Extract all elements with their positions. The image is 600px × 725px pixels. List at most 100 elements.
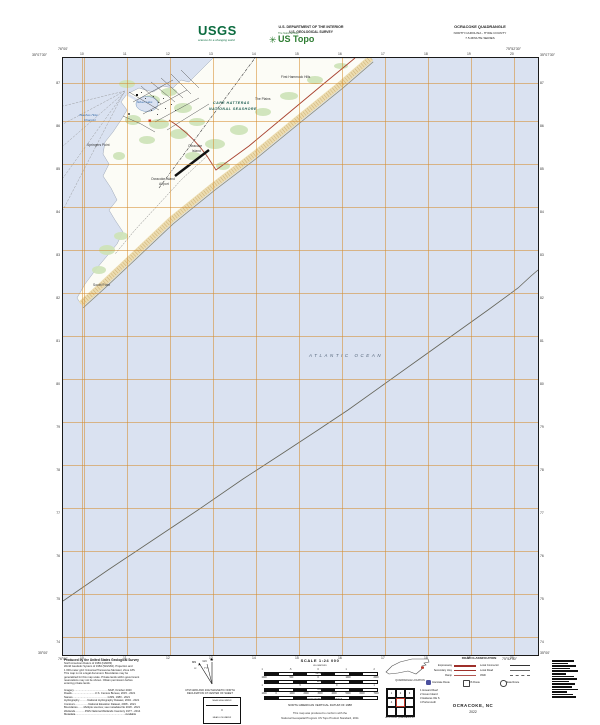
scale-bar-segment <box>335 696 349 699</box>
credit-lines: North American Datum of 1983 (NAD83) Worl… <box>64 662 192 686</box>
map-label: Airport <box>159 182 169 186</box>
scale-bars: KILOMETERS 1.5 0 1 2 METERS 1000 500 0 1000 2000 MI… <box>255 658 385 700</box>
grid-tick-right: 79 <box>540 425 544 429</box>
map-label: Ocracoke <box>188 144 203 148</box>
scale-bar-segment <box>335 672 349 675</box>
scale-bar-segment <box>363 696 377 699</box>
scale-tick-label: 0 <box>336 684 338 687</box>
declination-caption-line2: DECLINATION AT CENTER OF SHEET <box>187 692 233 696</box>
road-class-label: Local Road <box>480 669 494 672</box>
adjoining-grid-cell: 1 <box>387 689 396 698</box>
map-label: Channel <box>84 118 96 122</box>
ustopo-star-icon: ✳ <box>269 35 277 45</box>
credit-line: reservations may not be shown. Obtain pe… <box>64 679 133 683</box>
scale-tick-label: 6000 <box>359 692 365 695</box>
data-source-line: Names...................................… <box>64 695 131 699</box>
road-class-label: Expressway <box>438 664 452 667</box>
map-name: OCRACOKE, NC <box>452 703 494 708</box>
map-label: The Plains <box>255 97 271 101</box>
data-source-line: Wetlands.............FWS National Wetlan… <box>64 709 141 713</box>
barcode-bar <box>552 667 570 670</box>
quad-location-marker <box>421 666 424 669</box>
route-shield: US Route <box>463 680 499 687</box>
tide-top-label: MEAN HIGH WATER <box>212 700 232 702</box>
adjoining-quad-item: 2 Green Island <box>420 692 438 696</box>
road-class-label: Secondary Hwy <box>433 669 452 672</box>
dept-survey-line: U.S. GEOLOGICAL SURVEY <box>289 30 333 35</box>
credit-line: entering private lands. <box>64 682 91 686</box>
grid-tick-left: 75 <box>56 597 60 601</box>
scale-bar-segment <box>279 680 293 683</box>
scale-bar-segment <box>279 688 293 691</box>
scale-bar-segment <box>307 696 321 699</box>
scale-bar-segment <box>265 680 279 683</box>
true-north-star-icon: ★ <box>210 657 215 662</box>
grid-north-label: GN <box>203 659 207 663</box>
scale-unit-label: FEET <box>317 688 323 691</box>
quadrangle-series: 7.5-MINUTE SERIES <box>465 35 495 40</box>
scale-unit-label: KILOMETERS <box>313 664 327 667</box>
corner-coordinate: 75°52'30" <box>506 47 521 51</box>
state-route-icon <box>500 680 507 687</box>
scale-tick-label: 0 <box>317 676 319 679</box>
adjoining-grid-cell <box>396 707 405 716</box>
scale-bar-segment <box>335 688 349 691</box>
credit-line: This map is not a legal document. Bounda… <box>64 672 129 676</box>
scale-tick-label: 0 <box>317 668 319 671</box>
adjoining-quad-item: 3 Hatteras OE S <box>420 696 440 700</box>
scale-tick-label: 0 <box>275 692 277 695</box>
tide-bottom-label: MEAN LOW WATER <box>212 717 232 719</box>
grid-tick-top: 18 <box>424 51 428 56</box>
credit-line: 1 000-meter grid: Universal Transverse M… <box>64 668 135 672</box>
scale-tick-label: 2000 <box>373 676 379 679</box>
scale-bar-segment <box>349 672 363 675</box>
grid-tick-left: 86 <box>56 124 60 128</box>
adjoining-grid-cell <box>396 698 405 707</box>
barcode-bar <box>552 685 572 688</box>
scale-bar-segment <box>293 680 307 683</box>
magnetic-north-angle: 11° <box>194 668 197 670</box>
scale-tick-label: 2 <box>373 668 375 671</box>
adjoining-grid-cell <box>405 698 414 707</box>
route-shield-label: Interstate Route <box>432 680 450 684</box>
map-label-layer: First Hammock Hills The Plains CAPE HATTER… <box>63 58 538 655</box>
adjoining-grid-cell: 3 <box>405 689 414 698</box>
scale-bar-segment <box>349 688 363 691</box>
usgs-tagline: science for a changing world <box>198 37 235 42</box>
scale-bar <box>264 695 378 700</box>
grid-tick-left: 82 <box>56 296 60 300</box>
road-class-label: Local Connector <box>480 664 499 667</box>
scale-bar-segment <box>363 688 377 691</box>
scale-tick-label: 4000 <box>331 692 337 695</box>
grid-tick-right: 78 <box>540 468 544 472</box>
grid-tick-right: 81 <box>540 339 544 343</box>
scale-bar-row: METERS 1000 500 0 1000 2000 <box>255 673 385 684</box>
map-label: CAPE HATTERAS <box>213 101 250 105</box>
ustopo-name: US Topo <box>278 34 315 44</box>
scale-bar-segment <box>293 688 307 691</box>
grid-tick-left: 77 <box>56 511 60 515</box>
grid-tick-top: 14 <box>252 51 256 56</box>
scale-tick-label: 1 <box>261 668 263 671</box>
scale-bar-segment <box>279 672 293 675</box>
route-shield: State Route <box>500 680 536 687</box>
barcode-bar <box>552 675 574 678</box>
scale-bar-segment <box>321 680 335 683</box>
scale-tick-label: 500 <box>289 676 294 679</box>
dept-interior-line: U.S. DEPARTMENT OF THE INTERIOR <box>278 25 344 29</box>
north-carolina-outline <box>385 658 430 675</box>
map-label: Springers Point <box>87 143 110 147</box>
road-class-label: 4WD <box>480 674 486 677</box>
usgs-wordmark: USGS <box>198 23 237 38</box>
scale-bar-segment <box>307 672 321 675</box>
declination-diagram: ★ GN 0°21' MN 11° <box>192 657 215 685</box>
scale-tick-label: 1000 <box>289 692 295 695</box>
road-classification-title: ROAD CLASSIFICATION <box>461 656 497 660</box>
grid-tick-right: 80 <box>540 382 544 386</box>
map-label: Silver Lake <box>137 100 153 104</box>
grid-tick-right: 84 <box>540 210 544 214</box>
scale-tick-label: 1000 <box>345 676 351 679</box>
scale-bar-segment <box>363 680 377 683</box>
ustopo-logo: ✳ The National Map US Topo <box>269 32 338 48</box>
